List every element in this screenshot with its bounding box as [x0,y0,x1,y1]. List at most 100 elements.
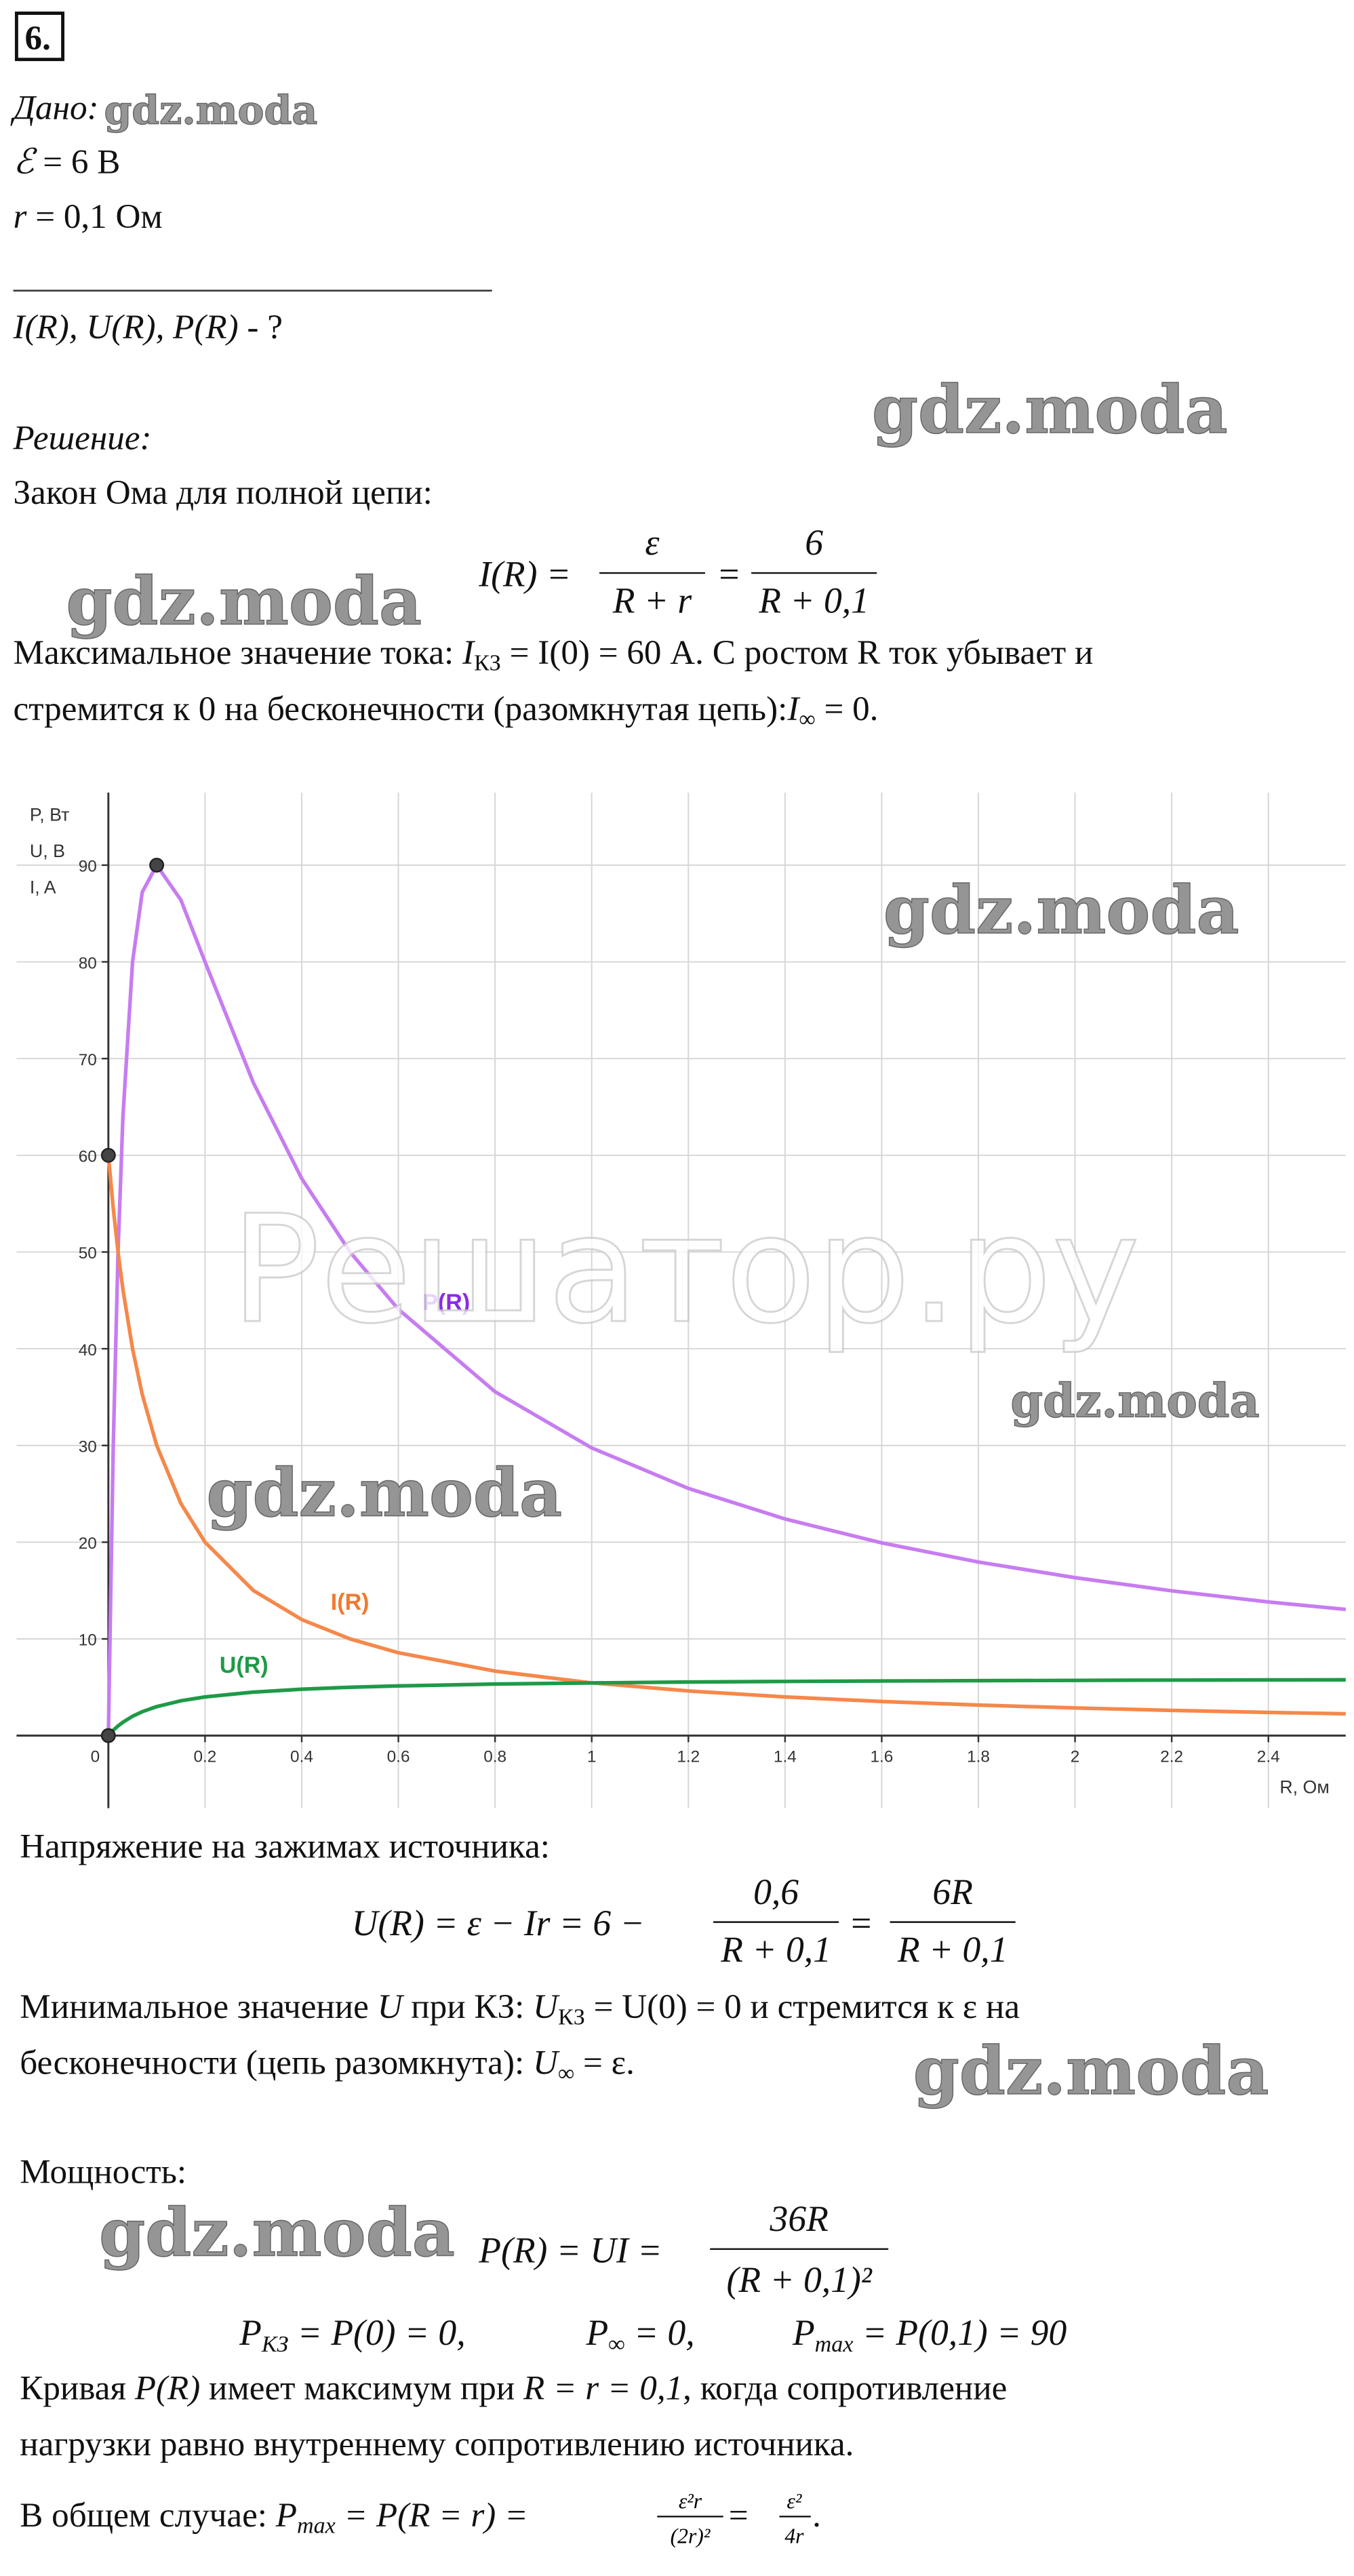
y-axis-label: P, Вт [30,804,70,825]
watermark: gdz.moda [883,871,1239,949]
lhs: I(R) = [478,554,571,595]
watermark: gdz.moda [104,87,317,134]
given-find: I(R), U(R), P(R) - ? [13,308,283,346]
x-tick-label: 1.4 [774,1748,797,1766]
x-tick-label: 1 [587,1748,597,1766]
watermarks: Решатор.ру gdz.moda gdz.moda gdz.moda gd… [66,86,1269,2272]
given-label: Дано: [11,88,99,127]
numerator: ε² [786,2489,801,2513]
subscript: КЗ [558,2005,585,2030]
text: = 0,1 Ом [26,197,162,236]
subscript: ∞ [558,2061,574,2086]
denominator: (2r)² [671,2524,711,2548]
power-line: Кривая P(R) имеет максимум при R = r = 0… [20,2369,1007,2407]
y-tick-label: 80 [79,954,97,972]
symbol: P [239,2312,262,2353]
y-tick-label: 20 [79,1534,97,1553]
text: = P(0) = 0, [288,2312,465,2353]
subscript: КЗ [474,651,501,676]
watermark: Решатор.ру [231,1183,1140,1356]
x-tick-label: 1.8 [967,1748,990,1766]
denominator: R + 0,1 [897,1929,1008,1970]
text: бесконечности (цепь разомкнута): [20,2044,533,2082]
lhs: U(R) = ε − Ir = 6 − [352,1903,645,1943]
symbol: R = r = 0,1 [523,2369,683,2407]
numerator: 6 [805,522,823,563]
x-tick-label: 1.2 [677,1748,700,1766]
power-special: PКЗ = P(0) = 0, [239,2312,465,2357]
numerator: ε [645,522,660,563]
power-line: нагрузки равно внутреннему сопротивлению… [20,2425,854,2463]
series-label: I(R) [331,1589,370,1615]
symbol: P [792,2312,815,2353]
ohm-formula: I(R) = ε R + r = 6 R + 0,1 [478,522,877,620]
general-line: В общем случае: Pmax = P(R = r) = ε²r (2… [20,2489,821,2548]
y-tick-label: 30 [79,1438,97,1456]
voltage-line: бесконечности (цепь разомкнута): U∞ = ε. [20,2044,635,2086]
power-formula: P(R) = UI = 36R (R + 0,1)² [478,2198,889,2300]
voltage-text: Напряжение на зажимах источника: [20,1827,550,1866]
numerator: 0,6 [753,1871,799,1912]
watermark: gdz.moda [872,371,1228,448]
symbol: P(R) [134,2369,201,2407]
x-tick-label: 1.6 [871,1748,894,1766]
x-tick-label: 2.4 [1257,1748,1280,1766]
subscript: max [297,2514,336,2539]
symbol: U [533,2044,560,2082]
symbol: r [14,197,28,236]
y-axis-label: U, В [30,841,65,861]
series-label: P(R) [422,1290,470,1315]
series-label: U(R) [220,1652,268,1678]
symbol: P [586,2312,609,2353]
solution-label: Решение: [13,418,152,457]
text: , когда сопротивление [683,2369,1007,2407]
chart: 0 0.2 0.4 0.6 0.8 1 1.2 1.4 1.6 1.8 2 2.2 2.4 10 20 30 4… [16,792,1347,1808]
text: Максимальное значение тока: [14,633,463,672]
x-tick-label: 0.4 [290,1748,313,1766]
text: = P(R = r) = [336,2496,528,2535]
numerator: ε²r [679,2489,702,2513]
symbol: ℰ [14,143,38,182]
watermark: gdz.moda [206,1454,562,1532]
y-tick-label: 60 [79,1148,97,1166]
text: = U(0) = 0 и стремится к ε на [585,1987,1020,2026]
symbol: I [786,690,801,728]
text: = P(0,1) = 90 [853,2312,1067,2353]
y-tick-label: 10 [79,1631,97,1650]
x-tick-label: 0.8 [483,1748,506,1766]
denominator: R + r [612,580,692,620]
text: Минимальное значение [20,1987,377,2026]
current-line: Максимальное значение тока: IКЗ = I(0) =… [14,633,1094,676]
text: В общем случае: [20,2496,276,2535]
voltage-line: Минимальное значение U при КЗ: UКЗ = U(0… [20,1987,1020,2030]
denominator: 4r [784,2524,804,2548]
text: Кривая [20,2369,134,2407]
lhs: P(R) = UI = [478,2230,662,2270]
text: при КЗ: [403,1987,534,2026]
x-tick-label: 0 [91,1748,100,1766]
text: = ε. [574,2044,635,2082]
text: имеет максимум при [200,2369,523,2407]
task-number: 6. [25,19,51,58]
symbol: I(R), U(R), P(R) [13,308,239,346]
text: = 0, [625,2312,695,2353]
watermark: gdz.moda [913,2032,1269,2109]
x-tick-label: 0.6 [387,1748,410,1766]
point [100,1728,116,1743]
symbol: U [378,1987,405,2026]
power-text: Мощность: [20,2152,186,2191]
text: = 6 В [34,143,120,182]
subscript: ∞ [608,2332,624,2357]
x-tick-label: 2 [1071,1748,1080,1766]
subscript: max [815,2332,854,2357]
y-tick-label: 40 [79,1341,97,1360]
numerator: 6R [932,1871,973,1912]
subscript: ∞ [799,707,815,732]
x-tick-label: 2.2 [1160,1748,1183,1766]
equals: = [849,1903,873,1943]
voltage-formula: U(R) = ε − Ir = 6 − 0,6 R + 0,1 = 6R R +… [352,1871,1016,1970]
x-axis-label: R, Ом [1279,1777,1329,1798]
y-tick-label: 90 [79,858,97,876]
text: стремится к 0 на бесконечности (разомкну… [14,690,788,728]
x-tick-label: 0.2 [193,1748,216,1766]
